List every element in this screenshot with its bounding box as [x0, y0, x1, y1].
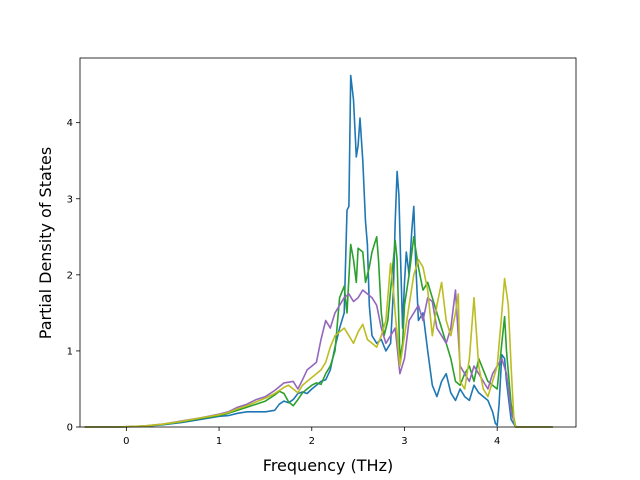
y-tick-label: 1 [67, 346, 73, 357]
y-tick-label: 2 [67, 270, 73, 281]
plot-frame [79, 57, 577, 428]
x-tick-label: 3 [401, 436, 407, 447]
x-axis-label: Frequency (THz) [263, 456, 393, 475]
plot-area [84, 74, 553, 428]
y-axis-label: Partial Density of States [36, 147, 55, 339]
series-line-2 [84, 236, 553, 428]
x-tick-label: 4 [494, 436, 500, 447]
series-line-1 [84, 74, 553, 428]
x-tick-label: 1 [216, 436, 222, 447]
y-tick-label: 3 [67, 194, 73, 205]
x-axis: 0 1 2 3 4 [123, 427, 500, 447]
x-tick-label: 2 [309, 436, 315, 447]
y-axis: 0 1 2 3 4 [67, 118, 80, 434]
y-tick-label: 4 [67, 118, 73, 129]
y-tick-label: 0 [67, 423, 73, 434]
series-line-3 [84, 289, 553, 428]
x-tick-label: 0 [123, 436, 129, 447]
series-line-4 [84, 258, 553, 428]
